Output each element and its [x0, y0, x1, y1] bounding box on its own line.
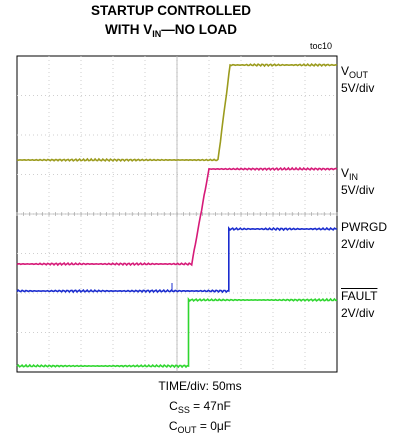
fault-scale: 2V/div	[341, 306, 375, 320]
fault-label: FAULT	[341, 289, 378, 303]
chart-title-line1: STARTUP CONTROLLED	[91, 3, 251, 18]
plot-grid	[16, 56, 338, 372]
cout-label: COUT = 0μF	[168, 419, 232, 435]
figure-tag: toc10	[310, 41, 333, 51]
vin-scale: 5V/div	[341, 183, 375, 197]
pwrgd-scale: 2V/div	[341, 237, 375, 251]
trace-pwrgd	[16, 226, 338, 294]
time-div-label: TIME/div: 50ms	[158, 379, 242, 393]
trace-vout	[16, 62, 338, 163]
trace-vin	[16, 166, 338, 267]
css-label: CSS = 47nF	[169, 399, 231, 415]
pwrgd-label: PWRGD	[341, 220, 387, 234]
vin-label: VIN	[341, 166, 359, 182]
vout-label: VOUT	[341, 64, 369, 80]
traces	[16, 62, 338, 369]
chart-title-line2: WITH VIN—NO LOAD	[105, 22, 237, 39]
trace-fault	[16, 297, 338, 369]
vout-scale: 5V/div	[341, 81, 375, 95]
